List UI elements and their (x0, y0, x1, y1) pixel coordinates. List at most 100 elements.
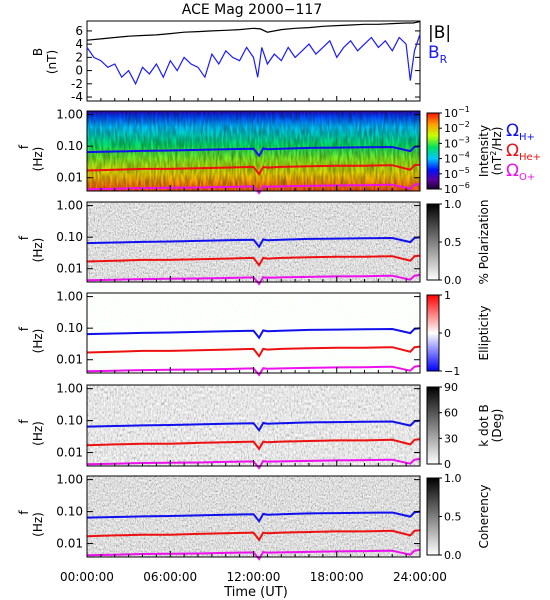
legend-bmag: |B| (428, 23, 451, 43)
colorbar (426, 386, 440, 465)
colorbar-tick-label: 0.0 (444, 549, 462, 562)
legend-br-sub: R (440, 53, 448, 66)
colorbar-unit-b: /Hz) (490, 127, 504, 151)
panel-3: 1.00 0.10 0.01 f (Hz) 1 0 −1 Ellipticity (17, 289, 491, 378)
ytick-label: 1.00 (56, 382, 83, 396)
o-plus-line (86, 457, 421, 470)
b-panel-frame (86, 20, 421, 102)
colorbar-tick-label: 10−5 (444, 166, 470, 181)
o-plus-line (86, 182, 421, 195)
colorbar-tick-label: 1 (444, 289, 451, 302)
ytick-label: 0.01 (56, 537, 83, 551)
colorbar-tick-exponent: −2 (458, 120, 470, 129)
colorbar-unit: (Deg) (490, 409, 504, 443)
ylabel-main: f (17, 235, 31, 240)
legend-br: BR (428, 43, 448, 66)
colorbar-tick-label: 30 (444, 432, 458, 445)
ytick-label: 1.00 (56, 199, 83, 213)
h-plus-line (86, 419, 421, 432)
colorbar-tick-label: 0 (444, 327, 451, 340)
x-tick-label: 18:00:00 (310, 570, 364, 584)
x-tick-label: 12:00:00 (227, 570, 281, 584)
ylabel-unit: (Hz) (31, 238, 45, 263)
ylabel-unit: (Hz) (31, 329, 45, 354)
legend-o-plus: ΩO+ (506, 161, 535, 183)
b-ytick-label: -4 (71, 90, 83, 104)
x-tick-label: 00:00:00 (60, 570, 114, 584)
colorbar-tick-exponent: −4 (458, 151, 470, 160)
colorbar (426, 112, 440, 190)
legend-o-sub: O+ (519, 172, 535, 183)
b-ylabel-unit: (nT) (45, 50, 59, 74)
ylabel-main: f (17, 510, 31, 515)
colorbar-tick-label: 10−6 (444, 181, 470, 196)
colorbar-label: Ellipticity (477, 306, 491, 361)
ylabel-main: f (17, 419, 31, 424)
ylabel-unit: (Hz) (31, 147, 45, 172)
b-lines (86, 21, 421, 101)
ytick-label: 1.00 (56, 108, 83, 122)
colorbar-tick-label: 0.5 (444, 511, 462, 524)
colorbar-tick-label: 10−4 (444, 151, 470, 166)
b-ylabel-main: B (31, 48, 45, 56)
legend-br-main: B (428, 43, 440, 63)
colorbar (426, 294, 440, 372)
br-line (86, 34, 421, 86)
colorbar-label: Intensity (477, 125, 491, 177)
he-plus-line (86, 529, 421, 542)
colorbar-label: % Polarization (477, 200, 491, 285)
ytick-label: 0.10 (56, 321, 83, 335)
heatmap-panels: 1.000.100.01f (Hz)10−110−210−310−410−510−… (17, 105, 504, 562)
colorbar-tick-label: 90 (444, 381, 458, 394)
legend-he-plus: ΩHe+ (506, 141, 541, 163)
colorbar-tick-label: 60 (444, 407, 458, 420)
colorbar-tick-label: −1 (444, 365, 460, 378)
x-tick-label: 24:00:00 (393, 570, 447, 584)
panel-4: 1.00 0.10 0.01 f (Hz) 90 60 30 0 k dot B (Deg) (17, 381, 504, 471)
colorbar-tick-label: 0 (444, 458, 451, 471)
chart-title: ACE Mag 2000−117 (182, 2, 322, 18)
ytick-label: 0.01 (56, 262, 83, 276)
legend-h-plus: ΩH+ (506, 121, 535, 143)
ylabel-unit: (Hz) (31, 512, 45, 537)
colorbar-tick-label: 10−2 (444, 120, 470, 135)
ytick-label: 0.10 (56, 505, 83, 519)
x-axis: 00:00:00 06:00:00 12:00:00 18:00:00 24:00:00 (60, 570, 447, 584)
colorbar-tick-label: 10−3 (444, 135, 470, 150)
colorbar (426, 477, 440, 556)
ytick-label: 0.01 (56, 353, 83, 367)
b-ytick-label: 0 (75, 64, 83, 78)
colorbar-tick-label: 1.0 (444, 198, 462, 211)
bmag-line (86, 21, 421, 41)
o-plus-line (86, 364, 421, 377)
he-plus-line (86, 345, 421, 358)
colorbar-unit-sup: 2 (489, 151, 498, 156)
he-plus-line (86, 163, 421, 176)
colorbar (426, 203, 440, 281)
colorbar-tick-exponent: −3 (458, 135, 470, 144)
panel-5: 1.00 0.10 0.01 f (Hz) 1.0 0.5 0.0 Coherency (17, 472, 491, 562)
ytick-label: 1.00 (56, 290, 83, 304)
b-ytick-label: 2 (75, 50, 83, 64)
ytick-label: 0.01 (56, 171, 83, 185)
o-plus-line (86, 273, 421, 286)
legend-h-sub: H+ (519, 132, 535, 143)
he-plus-line (86, 438, 421, 451)
x-axis-label: Time (UT) (223, 585, 288, 600)
b-ytick-label: 4 (75, 37, 83, 51)
h-plus-line (86, 145, 421, 158)
ytick-label: 1.00 (56, 473, 83, 487)
legend-he-sub: He+ (519, 152, 541, 163)
legend-he-symbol: Ω (506, 141, 519, 161)
colorbar-tick-exponent: −1 (458, 105, 470, 114)
ytick-label: 0.10 (56, 230, 83, 244)
ytick-label: 0.10 (56, 139, 83, 153)
colorbar-tick-exponent: −5 (458, 166, 470, 175)
colorbar-tick-label: 1.0 (444, 472, 462, 485)
panel-1: 1.00 0.10 0.01 f (Hz) 10−110−210−310−410−510−… (17, 105, 504, 196)
legend-o-symbol: Ω (506, 161, 519, 181)
colorbar-tick-exponent: −6 (458, 181, 470, 190)
